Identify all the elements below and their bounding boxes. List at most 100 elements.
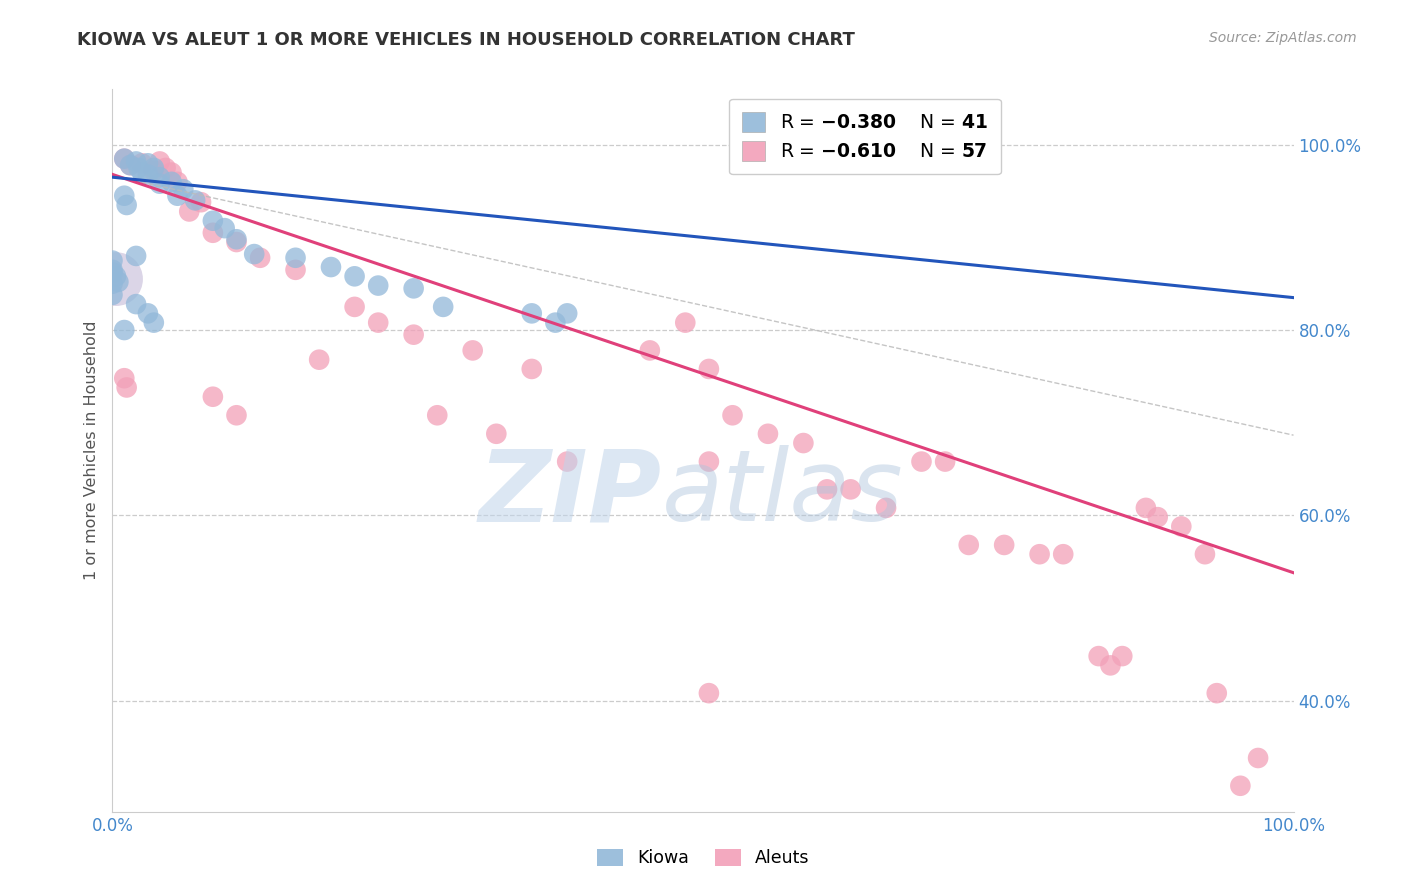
Point xyxy=(1052,547,1074,561)
Point xyxy=(343,269,366,284)
Point xyxy=(1146,510,1168,524)
Point xyxy=(225,409,247,423)
Point xyxy=(225,232,247,246)
Point xyxy=(544,316,567,330)
Text: Source: ZipAtlas.com: Source: ZipAtlas.com xyxy=(1209,31,1357,45)
Y-axis label: 1 or more Vehicles in Household: 1 or more Vehicles in Household xyxy=(83,321,98,580)
Point xyxy=(249,251,271,265)
Point xyxy=(131,165,153,179)
Point xyxy=(142,163,165,178)
Point xyxy=(520,362,543,376)
Point xyxy=(284,251,307,265)
Point xyxy=(1194,547,1216,561)
Point xyxy=(1087,649,1109,664)
Point xyxy=(160,165,183,179)
Point xyxy=(697,362,720,376)
Point xyxy=(105,269,128,284)
Point xyxy=(112,371,135,385)
Point xyxy=(112,152,135,166)
Point xyxy=(555,454,578,468)
Point xyxy=(115,380,138,394)
Point xyxy=(1135,500,1157,515)
Point xyxy=(426,409,449,423)
Point xyxy=(461,343,484,358)
Point xyxy=(934,454,956,468)
Point xyxy=(136,156,159,170)
Point xyxy=(201,226,224,240)
Point xyxy=(201,213,224,227)
Point xyxy=(875,500,897,515)
Point xyxy=(1229,779,1251,793)
Point xyxy=(402,281,425,295)
Text: atlas: atlas xyxy=(662,445,903,542)
Legend: R = $\mathbf{-0.380}$    N = $\mathbf{41}$, R = $\mathbf{-0.610}$    N = $\mathb: R = $\mathbf{-0.380}$ N = $\mathbf{41}$,… xyxy=(730,99,1001,174)
Point xyxy=(638,343,661,358)
Point xyxy=(172,182,194,196)
Point xyxy=(166,188,188,202)
Point xyxy=(284,263,307,277)
Point xyxy=(112,323,135,337)
Point xyxy=(485,426,508,441)
Point xyxy=(815,483,838,497)
Point xyxy=(1205,686,1227,700)
Point xyxy=(125,154,148,169)
Point xyxy=(127,161,149,175)
Legend: Kiowa, Aleuts: Kiowa, Aleuts xyxy=(591,842,815,874)
Point xyxy=(673,316,696,330)
Point xyxy=(1099,658,1122,673)
Text: KIOWA VS ALEUT 1 OR MORE VEHICLES IN HOUSEHOLD CORRELATION CHART: KIOWA VS ALEUT 1 OR MORE VEHICLES IN HOU… xyxy=(77,31,855,49)
Point xyxy=(1111,649,1133,664)
Point xyxy=(179,204,201,219)
Point xyxy=(101,288,124,302)
Point xyxy=(112,152,135,166)
Point xyxy=(1247,751,1270,765)
Point xyxy=(910,454,932,468)
Point xyxy=(756,426,779,441)
Point xyxy=(160,175,183,189)
Point xyxy=(367,278,389,293)
Point xyxy=(402,327,425,342)
Point xyxy=(201,390,224,404)
Point xyxy=(149,177,172,191)
Point xyxy=(432,300,454,314)
Point xyxy=(120,158,142,172)
Point xyxy=(107,275,129,289)
Point xyxy=(142,161,165,175)
Point xyxy=(125,249,148,263)
Point xyxy=(343,300,366,314)
Point xyxy=(136,168,159,182)
Point xyxy=(1253,825,1275,839)
Point xyxy=(149,154,172,169)
Point xyxy=(101,277,124,291)
Point xyxy=(319,260,342,274)
Point xyxy=(555,306,578,320)
Point xyxy=(166,175,188,189)
Point xyxy=(125,297,148,311)
Point xyxy=(184,194,207,208)
Point xyxy=(136,306,159,320)
Text: ZIP: ZIP xyxy=(478,445,662,542)
Point xyxy=(131,156,153,170)
Point xyxy=(149,170,172,185)
Point xyxy=(120,158,142,172)
Point xyxy=(697,454,720,468)
Point xyxy=(243,247,266,261)
Point xyxy=(993,538,1015,552)
Point xyxy=(1028,547,1050,561)
Point xyxy=(105,272,128,286)
Point xyxy=(308,352,330,367)
Point xyxy=(190,195,212,210)
Point xyxy=(115,198,138,212)
Point xyxy=(142,316,165,330)
Point xyxy=(721,409,744,423)
Point xyxy=(839,483,862,497)
Point xyxy=(697,686,720,700)
Point xyxy=(101,253,124,268)
Point xyxy=(214,221,236,235)
Point xyxy=(101,263,124,277)
Point xyxy=(101,266,124,280)
Point xyxy=(1170,519,1192,533)
Point xyxy=(225,235,247,249)
Point xyxy=(520,306,543,320)
Point xyxy=(112,188,135,202)
